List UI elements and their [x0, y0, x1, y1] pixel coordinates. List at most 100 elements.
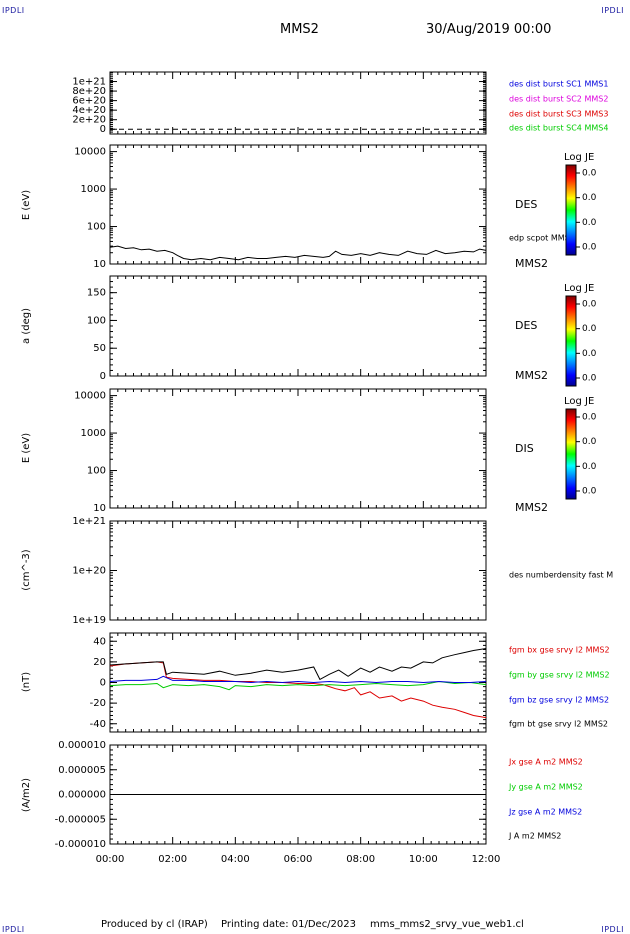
panel-2-ylabel: E (eV)	[21, 190, 32, 220]
corner-label-bottom-right: IPDLI	[601, 925, 624, 934]
panel-7-legend-label: Jy gse A m2 MMS2	[508, 783, 583, 792]
panel-5-ylabel: (cm^-3)	[21, 549, 32, 590]
panel-4-ytick-label: 1000	[81, 428, 106, 439]
x-tick-label: 10:00	[409, 854, 438, 865]
panel-4-ytick-label: 10000	[74, 391, 106, 402]
panel-6-ytick-label: 20	[93, 657, 106, 668]
panel-4-frame	[109, 388, 487, 509]
panel-2-colorbar-tick-label: 0.0	[582, 243, 597, 253]
corner-label-bottom-left: IPDLI	[2, 925, 25, 934]
panel-2-ytick-label: 100	[87, 222, 106, 233]
panel-1-legend-label: des dist burst SC4 MMS4	[509, 124, 608, 133]
panel-1-legend-label: des dist burst SC1 MMS1	[509, 80, 608, 89]
panel-5-frame	[109, 520, 487, 621]
panel-3-colorbar-title: Log JE	[564, 283, 594, 294]
panel-6-ytick-label: -20	[90, 698, 106, 709]
panel-1-ytick-label: 0	[100, 124, 106, 135]
panel-7-legend-label: Jx gse A m2 MMS2	[508, 758, 583, 767]
panel-7-ytick-label: -0.000005	[55, 814, 106, 825]
panel-5-ytick-label: 1e+21	[72, 516, 106, 527]
panel-4-colorbar-title: Log JE	[564, 396, 594, 407]
x-tick-label: 08:00	[346, 854, 375, 865]
panel-3-ytick-label: 50	[93, 343, 106, 354]
panel-4-colorbar	[565, 408, 577, 500]
panel-5-ytick-label: 1e+20	[72, 566, 106, 577]
panel-2-colorbar-tick-label: 0.0	[582, 193, 597, 203]
panel-6-legend-label: fgm by gse srvy l2 MMS2	[509, 671, 610, 680]
panel-6-series-line	[109, 661, 487, 719]
panel-3-colorbar-tick-label: 0.0	[582, 324, 597, 334]
panel-1-ytick-label: 1e+21	[72, 77, 106, 88]
x-tick-label: 04:00	[221, 854, 250, 865]
panel-7-ytick-label: 0.000005	[58, 765, 106, 776]
panel-2-ytick-label: 10000	[74, 147, 106, 158]
panel-2-right-label: DES	[515, 198, 537, 211]
panel-7-ytick-label: 0.000010	[58, 740, 106, 751]
panel-1-legend-label: des dist burst SC2 MMS2	[509, 95, 608, 104]
panel-1-ytick-label: 8e+20	[72, 86, 106, 97]
panel-3-right-label: MMS2	[515, 369, 548, 382]
panel-2-colorbar	[565, 164, 577, 256]
panel-3-colorbar	[565, 295, 577, 387]
panel-7-legend-label: Jz gse A m2 MMS2	[508, 808, 582, 817]
panel-4-right-label: DIS	[515, 442, 534, 455]
panel-1-legend-label: des dist burst SC3 MMS3	[509, 110, 608, 119]
panel-2-frame	[109, 144, 487, 265]
panel-5-ytick-label: 1e+19	[72, 615, 106, 626]
panel-2-series-line	[109, 245, 487, 261]
spacecraft-title: MMS2	[280, 22, 319, 37]
panel-3-ylabel: a (deg)	[21, 308, 32, 344]
panel-2-colorbar-title: Log JE	[564, 152, 594, 163]
panel-7-ytick-label: -0.000010	[55, 839, 106, 850]
panel-4-colorbar-tick-label: 0.0	[582, 487, 597, 497]
panel-3-frame	[109, 275, 487, 377]
panel-6-ytick-label: -40	[90, 719, 106, 730]
corner-label-top-right: IPDLI	[601, 6, 624, 15]
panel-7-ytick-label: 0.000000	[58, 790, 106, 801]
panel-3-colorbar-tick-label: 0.0	[582, 374, 597, 384]
panel-6-legend-label: fgm bx gse srvy l2 MMS2	[509, 646, 610, 655]
panel-6-series-line	[109, 675, 487, 684]
corner-label-top-left: IPDLI	[2, 6, 25, 15]
panel-1-frame	[109, 71, 487, 135]
panel-6-ytick-label: 40	[93, 636, 106, 647]
panel-6-legend-label: fgm bz gse srvy l2 MMS2	[509, 696, 609, 705]
panel-1-ytick-label: 6e+20	[72, 96, 106, 107]
panel-2-right-label: edp scpot MMS2	[509, 234, 575, 243]
x-tick-label: 12:00	[472, 854, 501, 865]
panel-2-ytick-label: 1000	[81, 184, 106, 195]
panel-6-legend-label: fgm bt gse srvy l2 MMS2	[509, 720, 608, 729]
panel-1-ytick-label: 2e+20	[72, 115, 106, 126]
panel-6-series-line	[109, 680, 487, 691]
panel-2-colorbar-tick-label: 0.0	[582, 218, 597, 228]
footer-produced-by: Produced by cl (IRAP)	[101, 919, 208, 930]
panel-3-ytick-label: 150	[87, 288, 106, 299]
x-tick-label: 02:00	[158, 854, 187, 865]
panel-4-ytick-label: 10	[93, 503, 106, 514]
panel-4-ylabel: E (eV)	[21, 433, 32, 463]
panel-6-ylabel: (nT)	[21, 672, 32, 692]
x-tick-label: 06:00	[284, 854, 313, 865]
panel-2-right-label: MMS2	[515, 257, 548, 270]
panel-2-ytick-label: 10	[93, 259, 106, 270]
panel-4-ytick-label: 100	[87, 466, 106, 477]
panel-7-legend-label: J A m2 MMS2	[508, 832, 561, 841]
panel-4-colorbar-tick-label: 0.0	[582, 462, 597, 472]
panel-3-ytick-label: 0	[100, 371, 106, 382]
panel-1-ytick-label: 4e+20	[72, 105, 106, 116]
footer-filename: mms_mms2_srvy_vue_web1.cl	[370, 919, 524, 930]
panel-6-ytick-label: 0	[100, 678, 106, 689]
panel-4-right-label: MMS2	[515, 501, 548, 514]
panel-3-right-label: DES	[515, 319, 537, 332]
panel-3-colorbar-tick-label: 0.0	[582, 300, 597, 310]
panel-6-series-line	[109, 648, 487, 681]
panel-3-ytick-label: 100	[87, 315, 106, 326]
panel-4-colorbar-tick-label: 0.0	[582, 437, 597, 447]
date-time-title: 30/Aug/2019 00:00	[426, 22, 552, 37]
panel-5-legend-label: des numberdensity fast M	[509, 571, 613, 580]
panel-3-colorbar-tick-label: 0.0	[582, 349, 597, 359]
x-tick-label: 00:00	[96, 854, 125, 865]
panel-4-colorbar-tick-label: 0.0	[582, 413, 597, 423]
panel-2-colorbar-tick-label: 0.0	[582, 169, 597, 179]
